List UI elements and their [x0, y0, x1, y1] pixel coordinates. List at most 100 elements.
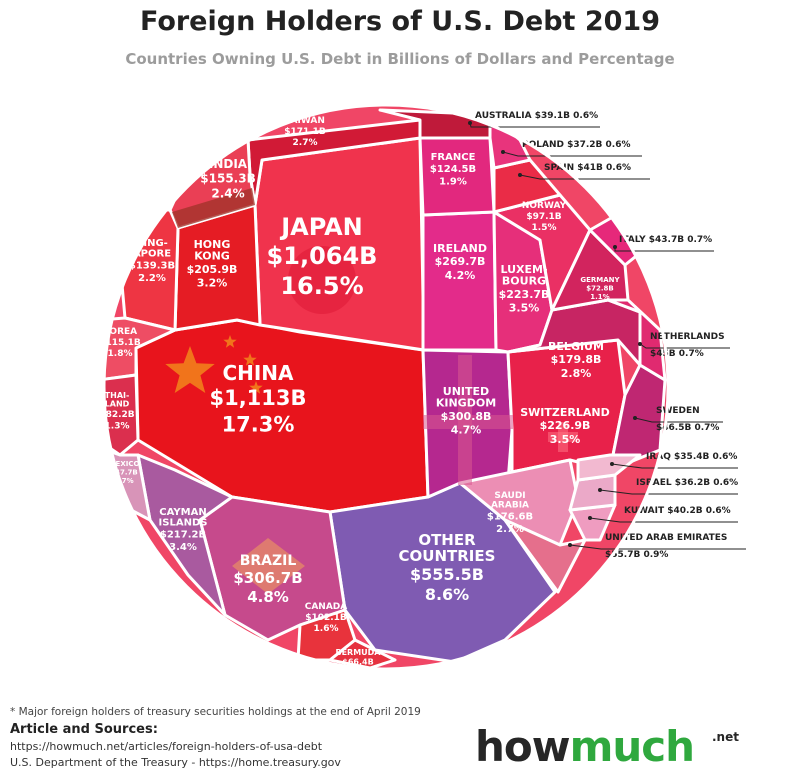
- percent-germany: 1.1%: [590, 293, 609, 301]
- callout-line-spain: [519, 174, 650, 180]
- percent-switzerland: 3.5%: [550, 433, 581, 446]
- label-line: CAYMAN: [159, 507, 206, 518]
- value-singapore: $139.3B: [129, 261, 175, 272]
- india-flag-icon: [172, 188, 255, 228]
- value-canada: $102.1B: [305, 613, 347, 623]
- percent-canada: 1.6%: [314, 624, 339, 634]
- label-line: KINGDOM: [436, 397, 496, 410]
- label-line: ARABIA: [491, 500, 529, 510]
- label-line: BELGIUM: [548, 340, 604, 353]
- percent-cayman-islands: 3.4%: [169, 542, 197, 553]
- callout-israel: ISRAEL $36.2B 0.6%: [636, 478, 738, 488]
- callout-poland: POLAND $37.2B 0.6%: [522, 140, 631, 150]
- percent-other-countries: 8.6%: [425, 585, 469, 604]
- callout-line-australia: [469, 122, 600, 128]
- source-link-treasury[interactable]: U.S. Department of the Treasury - https:…: [10, 756, 341, 769]
- label-line: THAI-: [105, 391, 130, 400]
- label-line: ISLANDS: [159, 518, 208, 529]
- callout-name-sweden: SWEDEN: [656, 406, 700, 416]
- china-flag-small-star-icon: [243, 353, 257, 366]
- value-brazil: $306.7B: [233, 569, 302, 587]
- percent-ireland: 4.2%: [445, 269, 476, 282]
- percent-mexico: 0.7%: [114, 477, 133, 485]
- value-hong-kong: $205.9B: [187, 263, 238, 276]
- label-brazil: BRAZIL: [240, 553, 297, 569]
- label-line: BRAZIL: [240, 553, 297, 569]
- callout-italy: ITALY $43.7B 0.7%: [619, 235, 712, 245]
- logo-how: how: [475, 722, 571, 771]
- label-line: SING-: [136, 238, 168, 249]
- percent-hong-kong: 3.2%: [197, 277, 228, 290]
- cell-cayman-islands[interactable]: [136, 453, 234, 617]
- callout-line-italy: [614, 247, 714, 252]
- callout-line-sweden: [634, 417, 723, 423]
- percent-singapore: 2.2%: [138, 273, 166, 284]
- percent-korea: 1.8%: [108, 349, 133, 359]
- label-other-countries: OTHER COUNTRIES: [399, 531, 496, 565]
- label-switzerland: SWITZERLAND: [520, 406, 609, 419]
- label-line: LUXEM-: [500, 263, 547, 276]
- label-line: BOURG: [502, 275, 546, 288]
- value-united-kingdom: $300.8B: [441, 410, 492, 423]
- label-canada: CANADA: [305, 602, 348, 612]
- callout-line-poland: [502, 151, 642, 157]
- cell-iraq[interactable]: [576, 453, 642, 482]
- label-mexico: MEXICO: [109, 460, 140, 468]
- callout-name-netherlands: NETHERLANDS: [650, 332, 725, 342]
- cell-netherlands[interactable]: [606, 298, 667, 382]
- value-china: $1,113B: [209, 386, 306, 410]
- label-line: TAIWAN: [285, 116, 325, 126]
- label-line: MEXICO: [109, 460, 140, 468]
- brazil-flag-icon: [232, 538, 305, 594]
- label-thailand: THAI-LAND: [105, 391, 130, 408]
- label-hong-kong: HONG KONG: [194, 238, 231, 263]
- label-line: GERMANY: [580, 276, 620, 284]
- percent-japan: 16.5%: [280, 272, 363, 300]
- percent-taiwan: 2.7%: [293, 138, 318, 148]
- value-bermuda: $66.4B: [342, 658, 373, 667]
- china-flag-small-star-icon: [223, 335, 237, 348]
- japan-flag-icon: [288, 246, 356, 314]
- chart-title: Foreign Holders of U.S. Debt 2019: [139, 6, 661, 37]
- label-line: KONG: [194, 250, 230, 263]
- logo-much: much: [569, 722, 695, 771]
- source-link-howmuch[interactable]: https://howmuch.net/articles/foreign-hol…: [10, 740, 323, 753]
- value-thailand: $82.2B: [99, 410, 134, 420]
- percent-china: 17.3%: [222, 412, 295, 436]
- value-norway: $97.1B: [526, 212, 561, 222]
- value-france: $124.5B: [430, 164, 476, 175]
- label-united-kingdom: UNITED KINGDOM: [436, 385, 496, 410]
- label-bermuda: BERMUDA: [335, 648, 381, 657]
- howmuch-logo[interactable]: howmuch: [475, 722, 695, 771]
- callout-line-netherlands: [639, 343, 730, 349]
- label-line: NORWAY: [522, 201, 567, 211]
- callout-line-israel: [599, 489, 738, 495]
- value-japan: $1,064B: [267, 242, 378, 270]
- callout-value-sweden: $46.5B 0.7%: [656, 423, 719, 433]
- label-line: SWITZERLAND: [520, 406, 609, 419]
- label-line: APORE: [133, 249, 171, 260]
- callout-name-united-arab-emirates: UNITED ARAB EMIRATES: [605, 533, 727, 543]
- china-flag-star-icon: [165, 346, 215, 393]
- value-luxembourg: $223.7B: [499, 288, 550, 301]
- label-korea: KOREA: [103, 327, 137, 337]
- chart-subtitle: Countries Owning U.S. Debt in Billions o…: [125, 50, 675, 68]
- percent-brazil: 4.8%: [247, 588, 289, 606]
- label-line: BERMUDA: [335, 648, 381, 657]
- label-taiwan: TAIWAN: [285, 116, 325, 126]
- uk-flag-cross-icon: [423, 415, 513, 429]
- percent-bermuda: 1%: [351, 668, 365, 677]
- callout-line-kuwait: [589, 517, 738, 523]
- value-ireland: $269.7B: [435, 255, 486, 268]
- cell-korea[interactable]: [100, 316, 177, 382]
- label-saudi-arabia: SAUDI ARABIA: [491, 491, 529, 510]
- sources-title: Article and Sources:: [10, 722, 158, 737]
- value-cayman-islands: $217.2B: [160, 530, 206, 541]
- label-line: FRANCE: [431, 152, 476, 163]
- percent-thailand: 1.3%: [105, 421, 130, 431]
- label-line: SAUDI: [494, 491, 525, 501]
- label-japan: JAPAN: [279, 213, 363, 241]
- label-line: JAPAN: [279, 213, 363, 241]
- value-mexico: $47.7B: [110, 468, 137, 476]
- value-saudi-arabia: $176.6B: [487, 511, 533, 522]
